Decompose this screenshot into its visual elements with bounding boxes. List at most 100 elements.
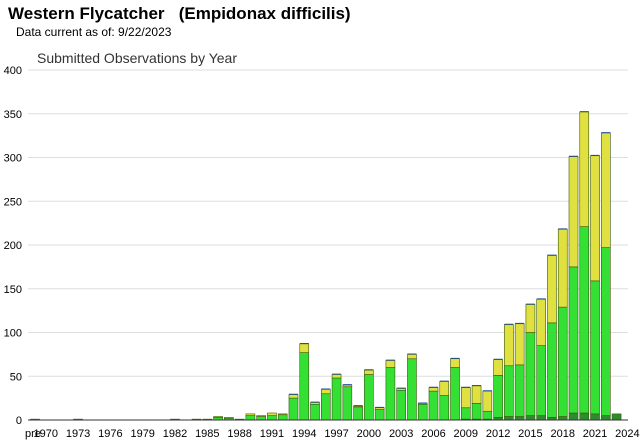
bar-segment-2009: [461, 386, 471, 388]
x-tick-label: 1985: [195, 428, 219, 440]
bar-segment-2015: [525, 303, 535, 305]
bar-segment-2007: [439, 381, 450, 396]
bar-segment-2004: [407, 358, 417, 421]
x-tick-label: 2015: [518, 428, 542, 440]
bar-segment-2021: [590, 154, 600, 156]
bar-segment-1986: [213, 416, 223, 418]
bar-segment-2001: [374, 409, 385, 421]
bar-segment-1999: [353, 406, 363, 421]
bar-segment-2020: [579, 412, 590, 421]
bar-segment-2001: [374, 407, 385, 410]
bar-segment-2019: [568, 412, 579, 421]
bar-segment-2005: [417, 403, 428, 405]
bar-segment-1997: [331, 374, 342, 379]
y-tick-label: 350: [4, 109, 22, 121]
x-tick-label: 2012: [486, 428, 510, 440]
bar-segment-2018: [557, 306, 568, 417]
bar-segment-2015: [525, 332, 536, 416]
y-tick-label: 50: [10, 371, 22, 383]
bar-segment-2013: [504, 323, 514, 325]
bar-segment-1998: [342, 384, 352, 386]
bar-segment-2005: [418, 402, 428, 404]
bar-segment-2005: [417, 403, 428, 421]
x-tick-label: 1973: [66, 428, 90, 440]
bar-segment-2016: [536, 298, 546, 346]
bar-segment-1994: [299, 343, 309, 344]
bar-segment-2001: [375, 406, 385, 408]
x-tick-label: 2018: [550, 428, 574, 440]
bar-segment-2011: [482, 390, 492, 392]
bar-segment-2013: [504, 324, 514, 367]
bar-segment-1996: [320, 389, 331, 395]
bar-segment-2016: [536, 415, 546, 421]
bar-segment-2011: [482, 390, 493, 412]
bar-segment-2018: [557, 416, 568, 421]
bar-segment-2010: [471, 403, 482, 420]
bar-segment-1993: [288, 393, 298, 395]
x-tick-label: 2006: [421, 428, 445, 440]
bar-segment-1993: [288, 397, 299, 421]
bar-segment-2002: [385, 367, 396, 421]
y-tick-label: 0: [16, 415, 22, 427]
bar-segment-2018: [558, 228, 568, 230]
bar-segment-2012: [493, 359, 503, 376]
x-tick-label: 1976: [98, 428, 122, 440]
bar-segment-2015: [525, 415, 536, 421]
bar-segment-2014: [514, 323, 525, 366]
page-title: Western Flycatcher (Empidonax difficilis…: [8, 4, 351, 23]
gridlines: [28, 69, 628, 377]
y-tick-label: 250: [4, 196, 22, 208]
bar-segment-2000: [364, 374, 374, 421]
bar-segment-2020: [579, 111, 590, 227]
bar-segment-1999: [353, 405, 363, 408]
bar-segment-2022: [601, 132, 611, 134]
y-axis-ticks: 0 50 100 150 200 250 300 350 400: [4, 65, 22, 427]
bar-segment-2013: [504, 416, 514, 421]
bar-segment-2003: [396, 387, 406, 389]
bar-segment-1992: [277, 414, 288, 421]
bar-segment-2012: [493, 358, 503, 360]
bar-segment-2021: [590, 413, 600, 421]
bar-segment-2012: [493, 375, 503, 418]
bar-segment-2010: [472, 385, 482, 386]
bar-segment-2010: [471, 385, 482, 404]
y-tick-label: 400: [4, 65, 22, 77]
bar-segment-1994: [299, 343, 310, 353]
bar-segment-2006: [428, 390, 439, 421]
bar-segment-2014: [514, 416, 525, 421]
bar-segment-2006: [428, 387, 439, 392]
x-tick-label: 1997: [324, 428, 348, 440]
bar-segment-2016: [536, 345, 546, 416]
bar-segment-2020: [579, 226, 590, 414]
bar-segment-1996: [320, 393, 331, 421]
bar-segment-1990: [256, 415, 266, 417]
bar-segment-2022: [601, 132, 611, 248]
bar-segment-2000: [364, 369, 374, 371]
bar-segment-1991: [267, 415, 277, 421]
bar-segment-2004: [407, 353, 417, 355]
x-tick-label: 1988: [227, 428, 251, 440]
y-tick-label: 100: [4, 328, 22, 340]
bar-segment-1999: [353, 405, 363, 407]
bar-segment-2014: [515, 322, 525, 324]
bar-segment-1994: [299, 352, 310, 421]
x-tick-label: pre: [25, 428, 41, 440]
x-tick-label: 1991: [260, 428, 284, 440]
bar-segment-1998: [342, 384, 353, 388]
y-tick-label: 300: [4, 153, 22, 165]
bar-segment-2018: [557, 228, 568, 308]
bar-segment-2020: [579, 111, 589, 113]
bar-segment-2002: [385, 360, 396, 368]
bar-segment-1997: [332, 373, 342, 375]
x-tick-label: 2024: [615, 428, 639, 440]
bar-segment-2019: [568, 266, 579, 414]
bar-segment-1996: [321, 388, 331, 390]
bar-segment-2014: [514, 364, 525, 417]
bar-segment-2008: [450, 357, 460, 359]
data-date-label: Data current as of: 9/22/2023: [16, 25, 172, 39]
bar-segment-2009: [460, 407, 471, 420]
x-tick-label: 1982: [163, 428, 187, 440]
chart-title: Submitted Observations by Year: [37, 50, 237, 66]
bar-segment-1993: [288, 394, 299, 399]
